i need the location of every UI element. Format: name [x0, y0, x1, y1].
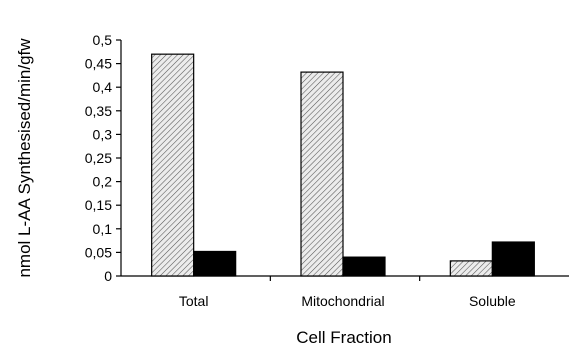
y-tick-label: 0: [104, 268, 112, 284]
y-tick-label: 0,5: [93, 32, 113, 48]
y-tick-label: 0,2: [93, 174, 113, 190]
y-tick-label: 0,35: [85, 103, 112, 119]
y-axis-title: nmol L-AA Synthesised/min/gfw: [15, 38, 34, 278]
y-tick-label: 0,45: [85, 56, 112, 72]
bar-solid-total: [193, 250, 237, 277]
x-tick-label: Total: [179, 293, 209, 309]
y-tick-label: 0,3: [93, 126, 113, 142]
y-tick-label: 0,1: [93, 221, 113, 237]
x-tick-label: Soluble: [469, 293, 516, 309]
bar-hatched-mitochondrial: [300, 71, 344, 277]
y-tick-label: 0,25: [85, 150, 112, 166]
bar-hatched-soluble: [449, 260, 493, 277]
x-tick-label: Mitochondrial: [301, 293, 384, 309]
bar-solid-soluble: [491, 241, 535, 277]
y-tick-label: 0,05: [85, 244, 112, 260]
y-tick-label: 0,4: [93, 79, 113, 95]
bar-solid-mitochondrial: [342, 256, 386, 277]
x-axis-title: Cell Fraction: [296, 328, 391, 347]
plot-area: 0 0,05 0,1 0,15 0,2 0,25 0,3 0,35 0,4 0,45 0,5 Tota…: [85, 32, 569, 309]
y-tick-label: 0,15: [85, 197, 112, 213]
bar-hatched-total: [151, 53, 195, 277]
